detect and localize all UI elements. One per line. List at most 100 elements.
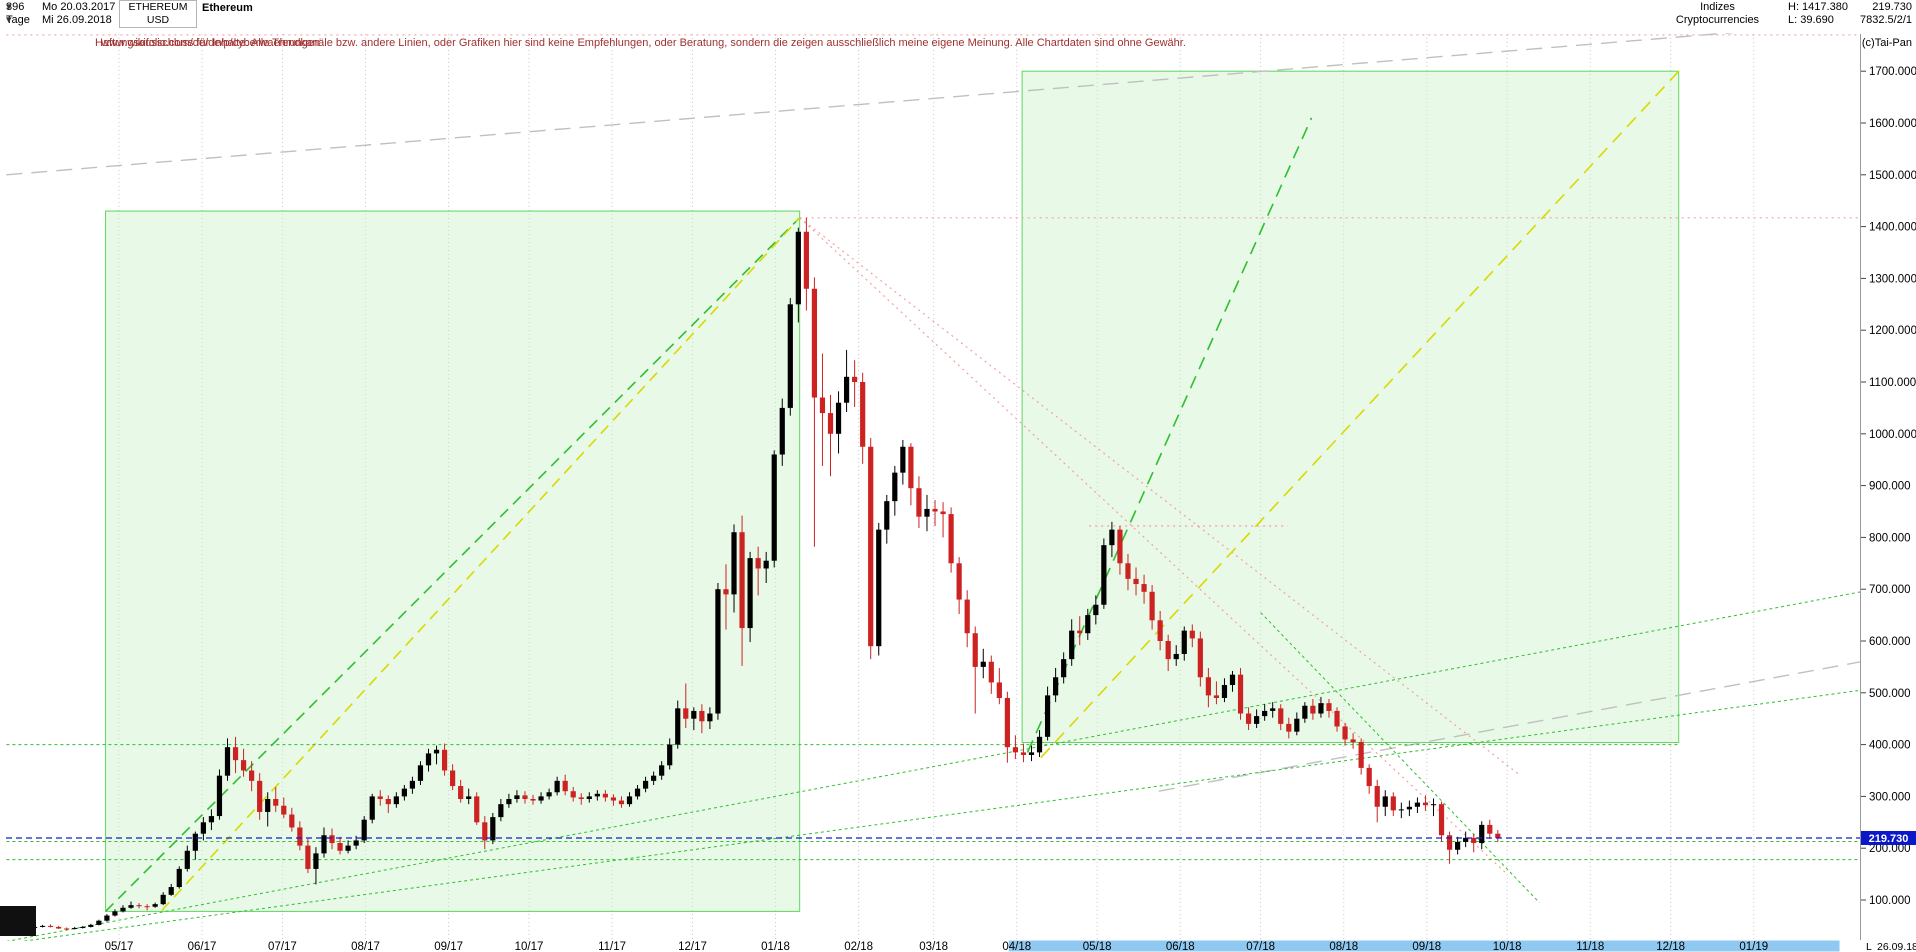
candle — [1149, 585, 1155, 630]
candle — [377, 790, 383, 806]
y-axis-label: 600.000 — [1869, 636, 1911, 648]
candle — [1350, 733, 1356, 749]
candle — [1189, 624, 1195, 648]
candle — [224, 738, 231, 781]
candle — [1004, 691, 1010, 763]
candle — [980, 648, 986, 679]
candle — [433, 745, 440, 765]
trend-box-trend-box-2018 — [1021, 70, 1680, 744]
y-axis-label: 800.000 — [1869, 532, 1911, 544]
candle — [1254, 709, 1260, 729]
candle — [1077, 616, 1083, 646]
watermark-box — [0, 906, 36, 936]
trendline-uptrend-2018-yellow — [1040, 70, 1680, 759]
horizontal-scrollbar[interactable] — [1008, 940, 1840, 952]
candle — [474, 792, 480, 825]
candle — [216, 769, 223, 820]
x-axis-label: 02/18 — [844, 941, 873, 952]
candle — [1061, 652, 1067, 684]
candle — [1221, 678, 1228, 703]
candle — [522, 791, 528, 804]
candle — [594, 790, 600, 801]
candle — [860, 372, 866, 464]
candle — [506, 793, 512, 808]
candle — [892, 465, 898, 516]
candle — [1173, 645, 1179, 666]
x-axis-label: 08/18 — [1329, 941, 1358, 952]
x-axis-label: 09/17 — [434, 941, 463, 952]
candle — [659, 761, 665, 780]
y-axis-label: 1700.000 — [1869, 66, 1916, 78]
x-axis-label: 07/17 — [268, 941, 297, 952]
candle — [321, 827, 327, 858]
candle — [1414, 797, 1421, 813]
candle — [120, 905, 126, 913]
candle — [1446, 831, 1453, 864]
candle — [273, 787, 279, 812]
candle — [1044, 686, 1051, 741]
candle — [208, 809, 215, 831]
plot-area[interactable] — [6, 22, 1861, 944]
candle — [1326, 699, 1332, 718]
candle — [1294, 712, 1300, 736]
candle — [192, 831, 198, 860]
x-axis-label: 10/18 — [1493, 941, 1522, 952]
candle — [626, 792, 633, 807]
instrument-title: Ethereum — [202, 2, 253, 14]
candle — [1318, 696, 1324, 718]
candle — [642, 776, 649, 793]
candle — [916, 476, 922, 529]
y-axis-label: 700.000 — [1869, 584, 1911, 596]
trendline-downtrend-fan-2 — [799, 217, 1521, 777]
y-axis-label: 500.000 — [1869, 688, 1911, 700]
candle — [1471, 833, 1477, 853]
candle — [1125, 553, 1131, 591]
candle — [409, 776, 416, 794]
symbol-name: ETHEREUM — [128, 1, 188, 13]
candle — [956, 557, 962, 615]
candle — [385, 795, 391, 813]
candle — [1053, 667, 1059, 703]
candle — [1463, 831, 1469, 848]
candle — [1374, 779, 1380, 823]
candle — [731, 524, 737, 613]
disclaimer-url: www.wikifolio.com/de/de/p/cyberwaehrunge… — [101, 37, 321, 49]
candle — [1109, 521, 1115, 558]
y-axis-label: 1000.000 — [1869, 429, 1916, 441]
y-axis-label: 1300.000 — [1869, 273, 1916, 285]
candle — [56, 925, 62, 930]
candle — [329, 828, 335, 850]
y-axis-label: 200.000 — [1869, 843, 1911, 855]
candle — [96, 919, 102, 926]
candle — [441, 743, 448, 776]
candle — [1270, 702, 1276, 718]
candle — [1181, 626, 1187, 661]
candle — [1390, 792, 1396, 817]
candle — [683, 683, 689, 729]
candle — [72, 926, 78, 930]
candle — [530, 794, 536, 805]
copyright-label: (c)Tai-Pan — [1861, 37, 1912, 49]
candle — [498, 798, 504, 822]
candle — [152, 902, 158, 908]
candle — [675, 700, 681, 749]
header: 396 ▾ Mo 20.03.2017 Tage ▾ Mi 26.09.2018… — [0, 0, 1916, 52]
candle — [1093, 595, 1099, 625]
period-type-value: Tage — [6, 14, 30, 26]
candle — [763, 551, 769, 583]
candle — [699, 704, 705, 734]
candle — [868, 437, 874, 660]
candle — [787, 298, 793, 416]
x-axis-label: 07/18 — [1246, 941, 1275, 952]
candle — [1205, 667, 1211, 708]
group-category: Indizes — [1700, 1, 1735, 13]
candle — [747, 551, 753, 643]
symbol-currency: USD — [146, 14, 170, 26]
info-code: 7832.5/2/1 — [1860, 14, 1912, 26]
candle — [88, 923, 94, 928]
symbol-cell[interactable]: ETHEREUM USD — [119, 0, 197, 28]
candle — [996, 667, 1002, 705]
candle — [104, 913, 110, 922]
